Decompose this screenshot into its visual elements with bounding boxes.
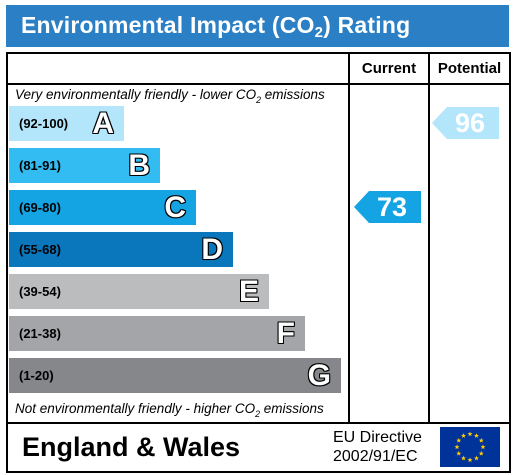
eu-directive: EU Directive 2002/91/EC (333, 429, 422, 465)
potential-rating-arrow: 96 (432, 107, 499, 139)
band-letter: D (201, 233, 223, 266)
current-rating-arrow: 73 (354, 191, 421, 223)
eu-star (461, 433, 466, 438)
band-letter: F (276, 317, 295, 350)
rating-band-c: (69-80) C (9, 190, 196, 225)
country-label: England & Wales (22, 432, 241, 462)
rating-band-g: (1-20) G (9, 358, 341, 393)
band-letter: A (92, 107, 114, 140)
eu-star (454, 444, 460, 450)
current-column-header: Current (361, 60, 417, 77)
band-letter: B (128, 149, 150, 182)
potential-column-header: Potential (437, 60, 502, 77)
rating-band-f: (21-38) F (9, 316, 305, 351)
potential-arrow-shape (432, 107, 499, 139)
rating-band-a: (92-100) A (9, 106, 124, 141)
band-range-label: (81-91) (19, 158, 61, 173)
band-range-label: (92-100) (19, 116, 69, 131)
band-range-label: (55-68) (19, 242, 61, 257)
band-range-label: (1-20) (19, 368, 54, 383)
current-arrow-shape (354, 191, 421, 223)
eu-star (478, 450, 484, 456)
eu-flag-icon (440, 427, 500, 467)
rating-band-d: (55-68) D (9, 232, 233, 267)
current-rating-value: 73 (376, 192, 407, 222)
bottom-note: Not environmentally friendly - higher CO… (15, 401, 324, 419)
band-range-label: (39-54) (19, 284, 61, 299)
eu-star (467, 431, 473, 437)
band-letter: G (307, 359, 331, 392)
chart-title: Environmental Impact (CO2) Rating (21, 12, 411, 41)
band-letter: C (164, 191, 186, 224)
rating-band-b: (81-91) B (9, 148, 160, 183)
band-range-label: (21-38) (19, 326, 61, 341)
eu-star (478, 437, 484, 443)
eu-star (461, 455, 466, 461)
eu-star (474, 455, 479, 461)
title-bar: Environmental Impact (CO2) Rating (6, 5, 509, 47)
band-range-label: (69-80) (19, 200, 61, 215)
potential-rating-value: 96 (454, 108, 485, 138)
eu-star (456, 437, 462, 443)
eu-star (474, 433, 479, 438)
rating-band-e: (39-54) E (9, 274, 269, 309)
eu-star (467, 457, 473, 463)
rating-chart: Current Potential Very environmentally f… (6, 52, 511, 424)
eu-star (456, 450, 462, 456)
header-divider (8, 83, 509, 85)
eu-star (480, 444, 486, 450)
top-note: Very environmentally friendly - lower CO… (15, 87, 325, 105)
band-letter: E (238, 275, 259, 308)
footer: England & Wales EU Directive 2002/91/EC (6, 422, 511, 473)
